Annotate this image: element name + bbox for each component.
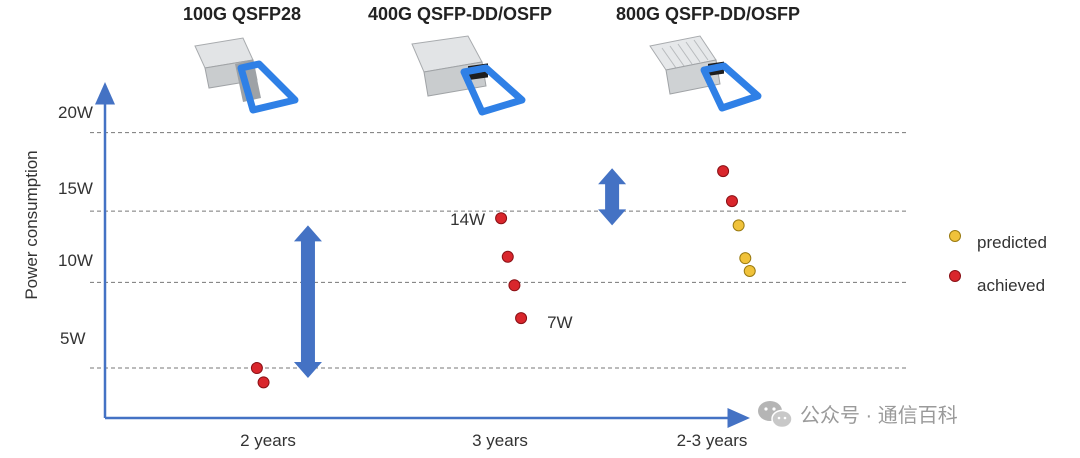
product-title-400g: 400G QSFP-DD/OSFP	[368, 4, 552, 24]
y-tick-label-5w: 5W	[60, 329, 86, 348]
y-axis-label: Power consumption	[22, 150, 41, 299]
product-title-100g: 100G QSFP28	[183, 4, 301, 24]
point-achieved-2	[495, 212, 508, 225]
annotation-7w: 7W	[547, 313, 573, 332]
qsfp-dd-400g-module-icon	[411, 35, 526, 116]
x-category-2-years: 2 years	[240, 431, 296, 450]
range-arrows	[293, 168, 627, 379]
point-achieved-4	[508, 279, 521, 292]
point-achieved-3	[501, 250, 514, 263]
annotation-14w: 14W	[450, 210, 485, 229]
wechat-icon	[758, 401, 793, 429]
legend-marker-achieved	[949, 270, 961, 282]
product-title-800g: 800G QSFP-DD/OSFP	[616, 4, 800, 24]
point-predicted-0	[732, 219, 745, 232]
y-tick-label-10w: 10W	[58, 251, 93, 270]
point-predicted-2	[743, 265, 756, 278]
x-category-2-3-years: 2-3 years	[677, 431, 748, 450]
y-tick-label-15w: 15W	[58, 179, 93, 198]
qsfp28-module-icon	[194, 37, 299, 114]
point-achieved-5	[515, 312, 528, 325]
range-arrow-0	[293, 225, 322, 379]
point-achieved-0	[250, 362, 263, 375]
range-arrow-1	[598, 168, 627, 226]
data-points	[250, 165, 756, 389]
grid-lines	[90, 132, 908, 369]
point-achieved-6	[717, 165, 730, 178]
qsfp-dd-800g-module-icon	[649, 35, 762, 112]
x-category-3-years: 3 years	[472, 431, 528, 450]
point-achieved-1	[257, 376, 270, 389]
point-achieved-7	[725, 195, 738, 208]
watermark-text: 公众号 · 通信百科	[800, 404, 958, 427]
legend: predicted achieved	[949, 230, 1047, 295]
point-predicted-1	[739, 252, 752, 265]
legend-label-predicted: predicted	[977, 233, 1047, 252]
legend-label-achieved: achieved	[977, 276, 1045, 295]
watermark: 公众号 · 通信百科	[758, 401, 958, 429]
y-tick-label-20w: 20W	[58, 103, 93, 122]
legend-marker-predicted	[949, 230, 961, 242]
